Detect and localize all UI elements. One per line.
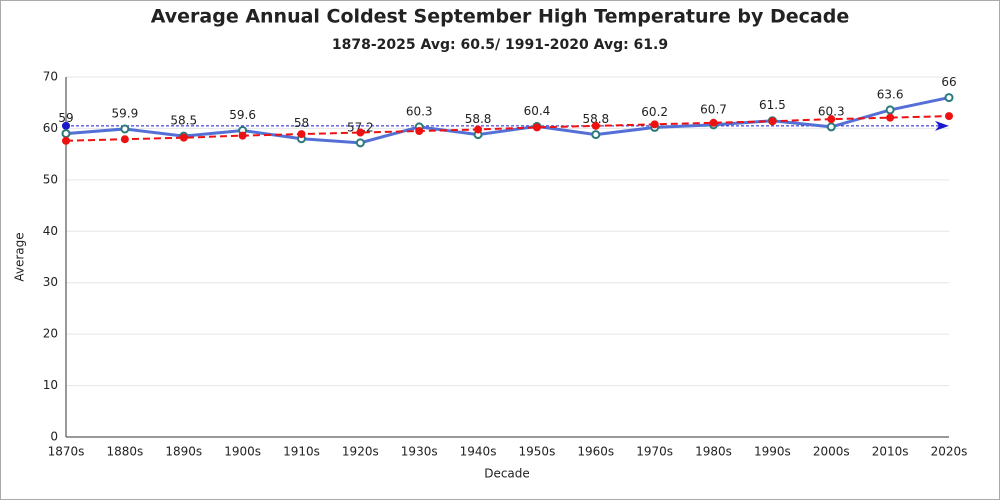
data-label: 66: [941, 75, 956, 89]
x-tick-label: 1880s: [106, 445, 143, 459]
chart-subtitle: 1878-2025 Avg: 60.5/ 1991-2020 Avg: 61.9: [332, 37, 668, 53]
data-label: 58.5: [170, 114, 197, 128]
data-point: [355, 138, 365, 148]
data-label: 60.2: [641, 105, 668, 119]
trend-point: [356, 128, 365, 137]
trend-point: [62, 136, 70, 145]
y-tick-label: 0: [50, 430, 58, 444]
data-label: 63.6: [877, 87, 904, 101]
x-tick-label: 1870s: [48, 445, 85, 459]
trend-point: [886, 113, 895, 122]
x-tick-label: 1890s: [165, 445, 202, 459]
data-label: 60.3: [406, 104, 433, 118]
trend-point: [945, 112, 953, 121]
trend-point: [179, 133, 188, 142]
trend-point: [238, 131, 247, 140]
data-label: 59.6: [229, 108, 256, 122]
average-arrow: [935, 120, 949, 131]
data-point: [61, 129, 71, 139]
data-label: 58: [294, 116, 309, 130]
y-tick-label: 50: [43, 172, 58, 186]
y-tick-label: 70: [43, 70, 58, 84]
trend-point: [297, 130, 306, 139]
x-tick-label: 1940s: [460, 445, 497, 459]
x-tick-label: 1920s: [342, 445, 379, 459]
x-tick-label: 1950s: [519, 445, 556, 459]
trend-point: [120, 135, 129, 144]
data-label: 59.9: [112, 106, 139, 120]
x-tick-label: 1980s: [695, 445, 732, 459]
y-tick-label: 40: [43, 224, 58, 238]
x-tick-label: 2010s: [872, 445, 909, 459]
data-label: 60.7: [700, 102, 727, 116]
x-tick-label: 1910s: [283, 445, 320, 459]
x-tick-label: 1930s: [401, 445, 438, 459]
x-tick-label: 1960s: [577, 445, 614, 459]
x-tick-label: 1970s: [636, 445, 673, 459]
data-label: 58.8: [582, 112, 609, 126]
trend-point: [415, 127, 424, 135]
data-label: 57.2: [347, 120, 374, 134]
trend-point: [650, 120, 659, 129]
data-point: [885, 105, 895, 115]
trend-point: [474, 125, 483, 134]
x-tick-label: 2000s: [813, 445, 850, 459]
y-axis-label: Average: [13, 232, 27, 281]
data-label: 60.4: [524, 104, 551, 118]
average-start: [62, 121, 70, 130]
x-tick-label: 1990s: [754, 445, 791, 459]
data-label: 59: [58, 111, 73, 125]
x-tick-label: 2020s: [931, 445, 968, 459]
trend-point: [709, 118, 718, 127]
trend-point: [827, 115, 836, 124]
y-tick-label: 30: [43, 275, 58, 289]
y-tick-label: 10: [43, 378, 58, 392]
x-tick-label: 1900s: [224, 445, 261, 459]
chart-title: Average Annual Coldest September High Te…: [151, 6, 850, 28]
y-tick-label: 60: [43, 121, 58, 135]
trend-point: [532, 123, 541, 132]
series-line: [65, 115, 950, 142]
data-point: [826, 122, 836, 132]
data-label: 58.8: [465, 112, 492, 126]
x-axis-label: Decade: [484, 467, 530, 481]
y-tick-label: 20: [43, 327, 58, 341]
data-label: 61.5: [759, 98, 786, 112]
data-point: [591, 130, 601, 140]
data-point: [120, 124, 130, 134]
trend-point: [591, 121, 600, 130]
data-label: 60.3: [818, 104, 845, 118]
series-line: [65, 96, 950, 145]
data-point: [944, 93, 954, 103]
trend-point: [768, 117, 777, 126]
